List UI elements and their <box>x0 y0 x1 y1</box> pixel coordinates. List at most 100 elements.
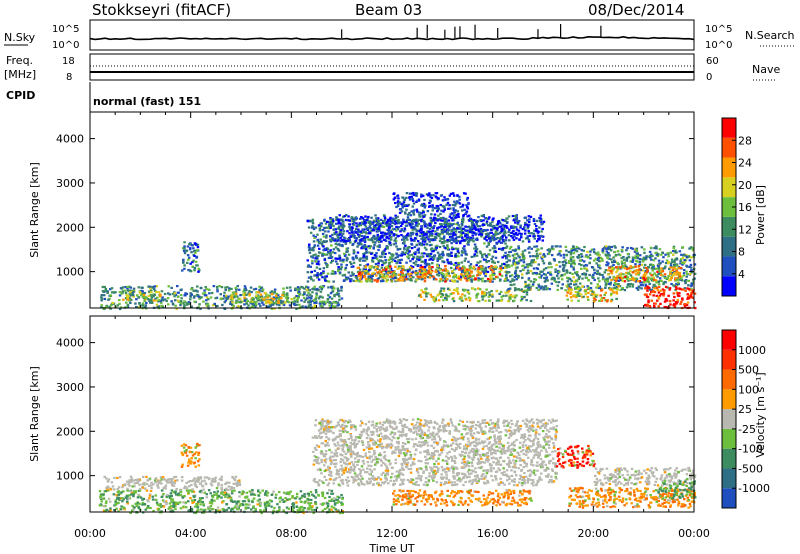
range-cell <box>296 299 299 302</box>
range-cell <box>423 240 427 243</box>
range-cell <box>357 223 360 226</box>
range-cell <box>362 236 366 239</box>
range-cell <box>660 270 663 273</box>
range-cell <box>414 270 418 273</box>
range-cell <box>473 255 476 258</box>
range-cell <box>415 192 419 195</box>
range-cell <box>200 491 203 494</box>
range-cell <box>625 274 628 277</box>
range-cell <box>310 248 313 251</box>
range-cell <box>680 288 684 291</box>
range-cell <box>675 286 678 289</box>
range-cell <box>458 297 462 300</box>
range-cell <box>467 214 471 217</box>
range-cell <box>183 245 186 248</box>
range-cell <box>380 266 384 269</box>
range-cell <box>167 303 170 306</box>
range-cell <box>360 234 364 238</box>
range-cell <box>441 250 444 253</box>
range-cell <box>238 504 242 507</box>
range-cell <box>417 247 421 250</box>
range-cell <box>377 260 381 263</box>
range-cell <box>428 201 431 205</box>
range-cell <box>268 304 272 307</box>
range-cell <box>281 498 284 501</box>
range-cell <box>648 282 651 285</box>
range-cell <box>511 279 514 282</box>
range-cell <box>556 288 559 291</box>
range-cell <box>465 279 469 282</box>
range-cell <box>592 291 596 294</box>
range-cell <box>312 246 316 249</box>
range-cell <box>689 263 693 266</box>
range-cell <box>189 262 192 265</box>
range-cell <box>463 245 466 248</box>
range-cell <box>367 215 370 219</box>
range-cell <box>261 298 264 301</box>
range-cell <box>274 496 277 499</box>
range-cell <box>427 230 431 233</box>
range-cell <box>359 230 363 233</box>
range-cell <box>363 245 366 248</box>
range-cell <box>615 297 618 300</box>
range-cell <box>449 266 453 270</box>
range-cell <box>390 225 394 228</box>
range-cell <box>106 291 109 294</box>
range-cell <box>498 221 501 225</box>
cpid-label: CPID <box>6 89 35 102</box>
range-cell <box>678 273 682 276</box>
range-cell <box>337 238 340 241</box>
range-cell <box>461 205 464 208</box>
range-cell <box>374 227 378 230</box>
range-cell <box>389 220 393 223</box>
range-cell <box>392 253 395 256</box>
range-cell <box>581 273 585 276</box>
range-cell <box>605 261 609 264</box>
range-cell <box>366 263 370 266</box>
range-cell <box>496 260 500 264</box>
range-cell <box>366 278 370 281</box>
range-cell <box>344 277 348 280</box>
range-cell <box>446 238 449 242</box>
range-cell <box>642 281 646 284</box>
range-cell <box>606 282 609 285</box>
range-cell <box>229 294 233 297</box>
range-cell <box>357 235 361 238</box>
range-cell <box>381 276 384 279</box>
range-cell <box>655 247 658 250</box>
range-cell <box>660 253 663 256</box>
range-cell <box>517 245 520 248</box>
range-cell <box>525 299 528 302</box>
range-cell <box>223 301 226 304</box>
range-cell <box>421 291 425 294</box>
range-cell <box>370 277 374 280</box>
range-cell <box>621 246 624 249</box>
range-cell <box>363 243 366 246</box>
range-cell <box>270 500 273 503</box>
range-cell <box>183 264 186 267</box>
range-cell <box>334 257 337 260</box>
range-cell <box>535 225 538 228</box>
range-cell <box>457 235 461 239</box>
range-cell <box>456 226 459 230</box>
range-cell <box>584 290 587 293</box>
range-cell <box>325 240 328 243</box>
range-cell <box>501 248 504 252</box>
range-cell <box>382 262 385 265</box>
range-cell <box>561 261 564 264</box>
range-cell <box>414 271 417 274</box>
range-cell <box>270 293 274 296</box>
range-cell <box>646 279 649 282</box>
range-cell <box>470 239 474 242</box>
range-cell <box>124 291 128 295</box>
range-cell <box>459 206 462 209</box>
range-cell <box>447 229 450 232</box>
freq-unit-label: [MHz] <box>4 68 36 81</box>
range-cell <box>420 237 423 240</box>
range-cell <box>339 259 342 262</box>
range-cell <box>618 266 622 269</box>
range-cell <box>421 219 425 222</box>
range-cell <box>392 258 395 261</box>
range-cell <box>525 291 529 294</box>
range-cell <box>330 499 333 502</box>
